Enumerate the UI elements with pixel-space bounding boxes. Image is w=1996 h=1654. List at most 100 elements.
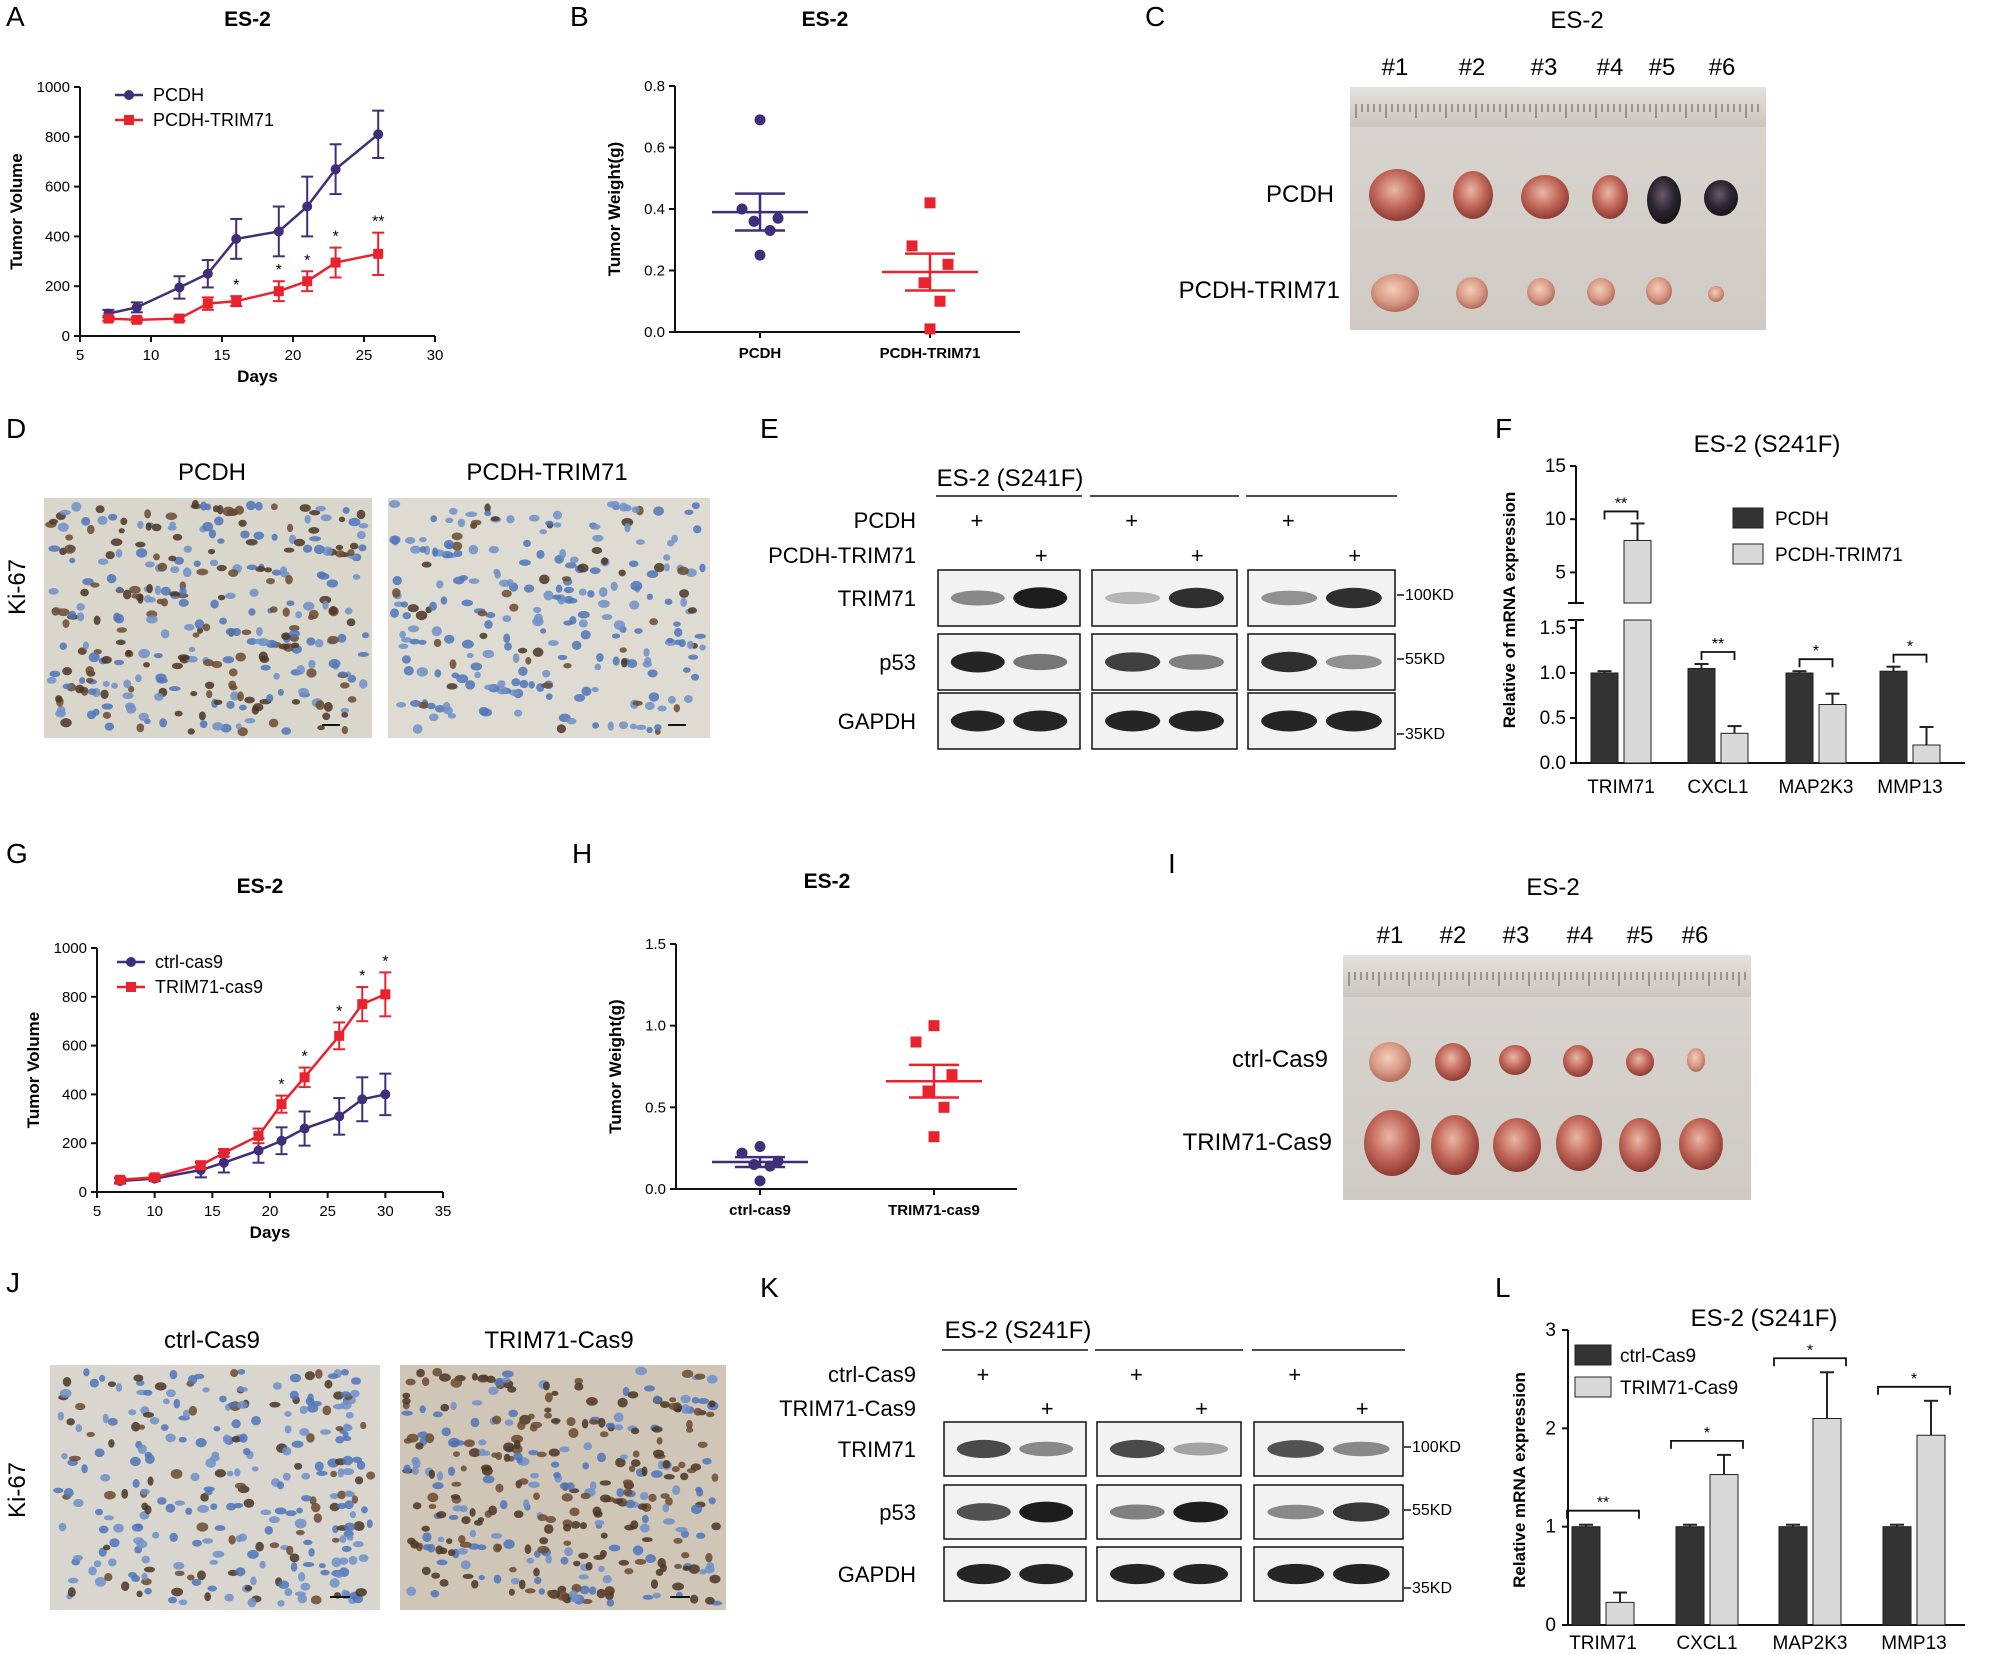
cell-nucleus [144, 594, 152, 603]
cell-nucleus [659, 1401, 670, 1408]
ihc-d-right-image [388, 498, 710, 738]
blot-band [1109, 1563, 1165, 1585]
cell-nucleus [677, 566, 689, 576]
cell-nucleus [632, 1450, 640, 1458]
cell-nucleus [528, 680, 535, 689]
y-tick-label: 200 [45, 278, 70, 295]
y-tick-label: 800 [62, 989, 87, 1006]
cell-nucleus [212, 722, 224, 731]
plus-sign: + [1125, 508, 1138, 533]
significance-marker: * [1807, 1342, 1813, 1359]
cell-nucleus [299, 1405, 308, 1415]
ihc-j-left-title: ctrl-Cas9 [164, 1327, 260, 1354]
cell-nucleus [204, 1592, 212, 1602]
cell-nucleus [680, 597, 688, 608]
cell-nucleus [509, 603, 519, 612]
cell-nucleus [97, 558, 109, 565]
bar [1720, 732, 1749, 764]
cell-nucleus [406, 1586, 417, 1597]
data-point [772, 212, 784, 224]
panel-label-J: J [6, 1267, 20, 1298]
cell-nucleus [338, 516, 346, 523]
cell-nucleus [460, 1560, 471, 1570]
cell-nucleus [131, 593, 140, 599]
panel-label-L: L [1495, 1272, 1511, 1303]
cell-nucleus [458, 1535, 466, 1544]
data-point [276, 1135, 287, 1146]
cell-nucleus [456, 674, 469, 684]
cell-nucleus [358, 1554, 369, 1562]
cell-nucleus [271, 569, 282, 576]
cell-nucleus [452, 541, 463, 551]
significance-marker: ** [1615, 495, 1627, 512]
cell-nucleus [561, 576, 572, 582]
cell-nucleus [319, 1429, 331, 1435]
cell-nucleus [566, 717, 577, 725]
significance-marker: * [301, 1049, 307, 1066]
cell-nucleus [68, 1455, 81, 1462]
cell-nucleus [289, 624, 300, 632]
plus-sign: + [1288, 1362, 1301, 1387]
data-point [924, 323, 936, 335]
cell-nucleus [335, 1435, 345, 1444]
cell-nucleus [415, 1442, 424, 1450]
cell-nucleus [359, 679, 368, 689]
cell-nucleus [471, 1372, 478, 1381]
cell-nucleus [675, 1526, 688, 1533]
cell-nucleus [673, 704, 681, 713]
cell-nucleus [329, 1578, 340, 1588]
cell-nucleus [534, 1576, 542, 1585]
cell-nucleus [690, 1463, 702, 1471]
cell-nucleus [72, 1554, 84, 1561]
cell-nucleus [197, 1570, 206, 1581]
cell-nucleus [488, 545, 500, 554]
cell-nucleus [246, 638, 257, 645]
cell-nucleus [569, 556, 579, 564]
cell-nucleus [536, 549, 545, 559]
cell-nucleus [596, 1452, 607, 1463]
y-tick-label: 0.5 [645, 1099, 666, 1116]
cell-nucleus [459, 1505, 468, 1513]
cell-nucleus [503, 1539, 515, 1550]
series-line-pcdh [108, 133, 379, 315]
cell-nucleus [563, 1523, 572, 1532]
cell-nucleus [530, 1472, 539, 1479]
photo-i-label-5: #5 [1627, 922, 1654, 949]
cell-nucleus [594, 663, 602, 671]
cell-nucleus [705, 1552, 713, 1563]
significance-marker: * [359, 968, 365, 985]
cell-nucleus [349, 1511, 356, 1519]
blot-band [1332, 1441, 1390, 1457]
cell-nucleus [403, 1464, 411, 1474]
legend-swatch [1574, 1376, 1612, 1398]
cell-nucleus [169, 1369, 178, 1380]
cell-nucleus [51, 607, 60, 616]
cell-nucleus [85, 677, 94, 684]
cell-nucleus [222, 656, 235, 664]
cell-nucleus [62, 667, 73, 676]
band-label: GAPDH [838, 709, 916, 734]
cell-nucleus [138, 1424, 146, 1430]
cell-nucleus [337, 1502, 347, 1509]
marker-label: 100KD [1405, 587, 1454, 604]
y-tick-label: 0 [1545, 1615, 1556, 1636]
blot-band [1261, 590, 1318, 606]
cell-nucleus [276, 1481, 285, 1490]
tumor-c-pcdh-5 [1647, 176, 1681, 224]
cell-nucleus [565, 562, 577, 569]
cell-nucleus [602, 1575, 612, 1584]
cell-nucleus [159, 718, 168, 728]
cell-nucleus [234, 505, 245, 515]
panel-label-H: H [572, 838, 592, 869]
data-point [149, 1172, 160, 1183]
blot-row-label-2: PCDH-TRIM71 [768, 543, 916, 568]
cell-nucleus [94, 1508, 104, 1516]
cell-nucleus [664, 598, 673, 605]
cell-nucleus [128, 1409, 137, 1416]
cell-nucleus [62, 619, 70, 628]
cell-nucleus [102, 1413, 109, 1424]
significance-bracket [1670, 1439, 1744, 1449]
significance-marker: * [332, 229, 338, 246]
cell-nucleus [200, 1493, 209, 1502]
cell-nucleus [157, 1497, 167, 1505]
